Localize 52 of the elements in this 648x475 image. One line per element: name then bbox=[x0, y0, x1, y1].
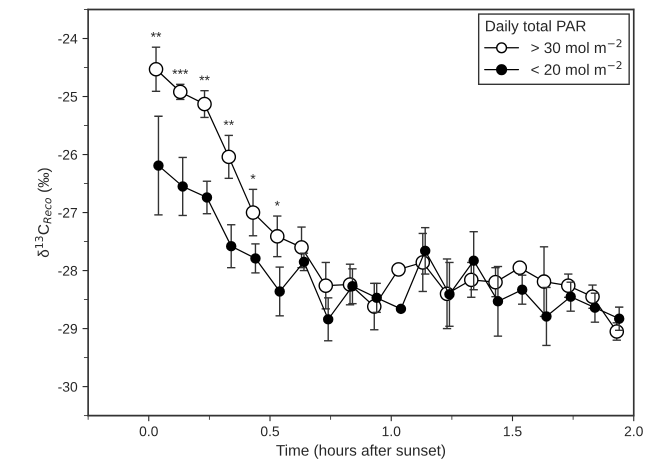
point bbox=[202, 192, 212, 203]
point bbox=[298, 256, 310, 268]
point bbox=[250, 253, 261, 264]
point bbox=[391, 262, 406, 277]
point bbox=[294, 240, 309, 255]
point bbox=[322, 314, 334, 325]
annotation: * bbox=[250, 174, 256, 180]
y-tick-label: -25 bbox=[58, 92, 78, 102]
point bbox=[221, 150, 236, 164]
point bbox=[197, 96, 212, 112]
point bbox=[371, 292, 382, 304]
point bbox=[226, 241, 236, 252]
point bbox=[274, 286, 285, 297]
point bbox=[318, 278, 334, 293]
point bbox=[492, 296, 504, 307]
y-tick-label: -26 bbox=[58, 150, 78, 160]
y-tick-label: -28 bbox=[58, 266, 78, 276]
annotation: ** bbox=[150, 32, 162, 37]
point bbox=[148, 62, 164, 77]
annotation: *** bbox=[172, 69, 188, 74]
point bbox=[153, 160, 164, 171]
x-tick-label: 1.5 bbox=[504, 426, 522, 436]
point bbox=[516, 284, 528, 295]
point bbox=[246, 205, 260, 220]
x-tick-label: 0.5 bbox=[260, 426, 280, 436]
annotation: ** bbox=[224, 120, 234, 126]
y-axis-title: δ$^{13}$C$_{Reco}$ (‰) bbox=[34, 168, 52, 258]
point bbox=[512, 260, 528, 275]
x-axis-title: Time (hours after sunset) bbox=[276, 444, 446, 459]
y-tick-label: -24 bbox=[58, 34, 78, 44]
legend-label: > 30 mol m$^{−2}$ bbox=[531, 39, 622, 54]
y-tick-label: -29 bbox=[58, 324, 78, 334]
point bbox=[488, 274, 503, 290]
point bbox=[270, 229, 285, 244]
point bbox=[614, 314, 624, 324]
annotation: * bbox=[274, 200, 280, 206]
y-tick-label: -27 bbox=[58, 208, 78, 218]
point bbox=[541, 311, 552, 322]
legend-title: Daily total PAR bbox=[486, 20, 586, 34]
x-tick-label: 2.0 bbox=[624, 426, 643, 436]
point bbox=[468, 256, 479, 266]
point bbox=[536, 274, 552, 289]
legend-label: < 20 mol m$^{−2}$ bbox=[531, 61, 622, 76]
point bbox=[420, 246, 430, 256]
point bbox=[396, 304, 406, 314]
point bbox=[177, 181, 188, 192]
point bbox=[565, 291, 576, 302]
y-tick-label: -30 bbox=[58, 382, 78, 392]
annotation: ** bbox=[199, 76, 210, 80]
point bbox=[590, 302, 600, 313]
x-tick-label: 1.0 bbox=[382, 426, 400, 436]
x-tick-label: 0.0 bbox=[140, 426, 158, 436]
